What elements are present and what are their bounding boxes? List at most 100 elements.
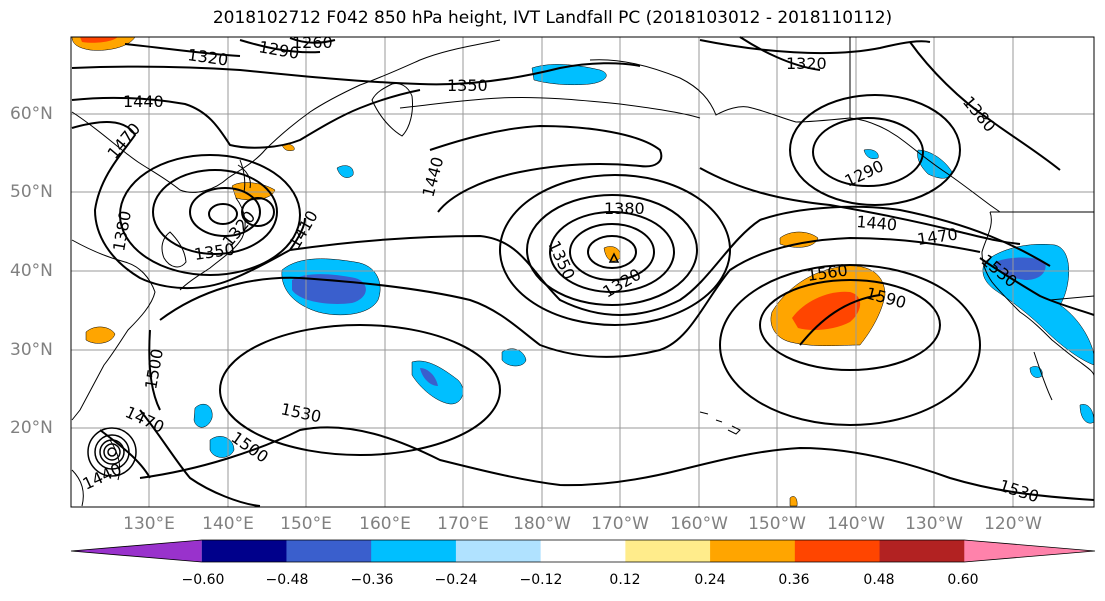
typhoon-ring-3: [99, 439, 125, 465]
contour-1530-east: [979, 257, 1095, 316]
contour-low-gulfak-1: [789, 94, 961, 206]
contour-low-japan-4: [208, 203, 238, 225]
contour-label: 1470: [104, 119, 145, 162]
contour-label: 1320: [600, 265, 645, 302]
colorbar-outline: [70, 539, 1096, 563]
shade-neg-small2: [193, 403, 213, 428]
lon-label: 150°W: [748, 514, 806, 534]
lon-label: 120°W: [984, 514, 1042, 534]
contour-high-west-1: [219, 324, 501, 456]
colorbar-tick-label: 0.60: [947, 572, 979, 588]
lat-label: 50°N: [10, 182, 53, 202]
coast-china-korea: [71, 239, 156, 421]
colorbar-swatch: [794, 540, 881, 562]
colorbar-swatch: [710, 540, 796, 562]
contour-label: 1350: [447, 76, 488, 95]
contour-label: 1410: [285, 207, 322, 252]
contour-label: 1320: [786, 54, 827, 73]
contour-1290-nw: [239, 39, 321, 54]
contour-low-japan-5: [241, 197, 275, 227]
contour-label: 1500: [228, 428, 272, 467]
contour-low-central-3: [549, 211, 675, 293]
lon-label: 130°E: [123, 514, 175, 534]
contour-label: 1260: [292, 33, 333, 52]
contour-1440-nw: [71, 89, 421, 149]
contour-low-central-2: [526, 194, 698, 306]
typhoon-ring-5: [107, 447, 117, 457]
colorbar-tick-label: 0.12: [609, 572, 641, 588]
contour-label: 1380: [604, 199, 645, 218]
coast-sakhalin: [239, 159, 246, 193]
contour-label: 1530: [279, 399, 323, 426]
shade-neg-midpac: [411, 360, 464, 405]
shade-neg-small4: [336, 165, 354, 178]
contour-low-japan-1: [119, 154, 301, 276]
contour-low-central-5: [587, 235, 637, 269]
contour-high-east-1: [719, 264, 981, 426]
contour-1440-central: [429, 124, 663, 213]
shade-neg-bering: [531, 64, 607, 86]
lat-label: 60°N: [10, 104, 53, 124]
lat-label: 20°N: [10, 418, 53, 438]
contour-1410-west: [289, 217, 306, 251]
contour-label: 1440: [123, 92, 164, 111]
contour-1380-ak: [909, 41, 1061, 171]
colorbar-swatch: [201, 540, 287, 562]
contour-low-japan-2: [152, 169, 278, 255]
colorbar-tick-label: −0.36: [350, 572, 394, 588]
contour-low-japan-3: [189, 187, 261, 237]
colorbar-swatch: [455, 540, 542, 562]
contour-1590: [799, 294, 881, 346]
lon-label: 150°E: [280, 514, 332, 534]
coast-alaska: [589, 59, 1001, 213]
lon-label: 180°W: [513, 514, 571, 534]
shade-neg-small5: [1079, 404, 1095, 424]
shade-pos-topleft-core: [80, 37, 118, 43]
border-us-mexico: [1049, 295, 1095, 301]
contour-high-east-2: [759, 279, 941, 371]
colorbar-swatch: [879, 540, 965, 562]
contour-1320-ak: [699, 39, 931, 55]
contour-1500-south: [139, 409, 261, 507]
contour-low-central-4: [569, 223, 655, 281]
coast-korea: [161, 231, 187, 268]
contour-1470-jet: [289, 205, 1051, 316]
colorbar: [70, 539, 1096, 563]
typhoon-ring-1: [87, 427, 137, 477]
colorbar-tick-label: 0.24: [694, 572, 726, 588]
coast-kamchatka: [371, 83, 413, 137]
coast-philippines: [71, 439, 121, 507]
colorbar-extend-low: [71, 540, 202, 562]
contour-low-gulfak-2: [812, 117, 924, 187]
shade-neg-uswest-core: [995, 257, 1046, 280]
coast-bc-us: [981, 211, 1095, 377]
shade-pos-china: [85, 326, 116, 344]
shade-neg-small1: [501, 348, 527, 367]
typhoon-ring-4: [103, 443, 121, 461]
colorbar-tick-label: 0.48: [863, 572, 895, 588]
contour-1320-nw: [124, 43, 241, 57]
coast-hawaii: [699, 411, 741, 435]
contour-label: 1530: [997, 476, 1042, 507]
colorbar-tick-label: −0.24: [434, 572, 478, 588]
lon-label: 140°E: [202, 514, 254, 534]
colorbar-tick-label: −0.48: [265, 572, 309, 588]
contour-label: 1470: [916, 224, 959, 248]
contour-1350-ak: [739, 36, 821, 71]
shade-pos-bottom: [789, 496, 798, 507]
height-contours: [71, 36, 1095, 507]
contour-1500-coast: [148, 329, 161, 411]
lon-label: 160°E: [359, 514, 411, 534]
contour-1500-jet: [159, 236, 981, 358]
colorbar-swatch: [286, 540, 372, 562]
colorbar-swatch: [625, 540, 711, 562]
graticule: [71, 37, 1094, 507]
contour-1530-south: [139, 426, 1095, 501]
colorbar-swatch: [540, 540, 626, 562]
contour-1470-west: [71, 121, 291, 289]
typhoon-ring-2: [94, 434, 130, 470]
lon-label: 130°W: [905, 514, 963, 534]
colorbar-tick-label: −0.60: [181, 572, 225, 588]
contour-1440-jet: [699, 167, 1021, 245]
